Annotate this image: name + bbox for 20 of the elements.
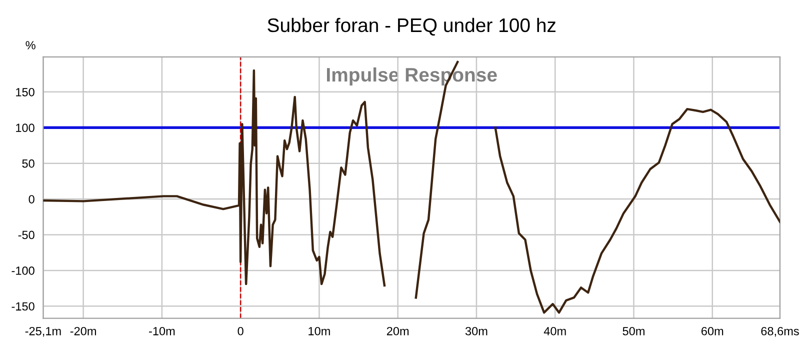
y-tick-label: 50 xyxy=(22,159,34,168)
y-tick-label: -100 xyxy=(12,266,34,275)
x-tick-label: 10m xyxy=(308,326,330,336)
y-tick-label: 150 xyxy=(16,88,34,96)
y-tick-label: -50 xyxy=(18,230,34,240)
x-tick-label: -25,1m xyxy=(25,326,61,337)
y-tick-label: -150 xyxy=(12,302,34,311)
x-tick-label: -20m xyxy=(70,326,96,336)
x-tick-label: 60m xyxy=(701,326,724,336)
x-tick-label: 0 xyxy=(238,326,244,336)
x-tick-label: 30m xyxy=(465,326,488,336)
x-tick-label: 20m xyxy=(386,326,409,336)
x-tick-label: 40m xyxy=(544,326,566,336)
y-axis-title: % xyxy=(26,41,36,50)
y-tick-label: 100 xyxy=(16,124,34,132)
x-tick-label: 68,6ms xyxy=(761,326,799,337)
x-tick-label: -10m xyxy=(149,326,175,336)
chart-title: Subber foran - PEQ under 100 hz xyxy=(268,18,556,36)
y-tick-label: 0 xyxy=(28,195,34,204)
x-tick-label: 50m xyxy=(622,326,644,336)
